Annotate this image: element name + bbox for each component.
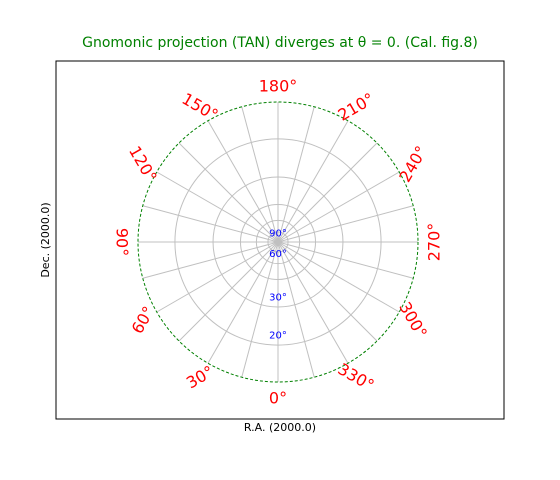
projection-boundary — [137, 101, 419, 383]
meridian-line — [277, 205, 414, 243]
parallel-circle — [212, 176, 344, 308]
ra-tick-label: 210° — [335, 89, 378, 125]
meridian-line — [142, 205, 279, 243]
ra-tick-label: 180° — [259, 77, 298, 96]
meridian-line — [277, 241, 414, 279]
meridian-line — [277, 241, 349, 364]
dec-tick-label: 20° — [269, 331, 287, 342]
y-axis-label: Dec. (2000.0) — [39, 202, 52, 277]
meridian-line — [156, 241, 279, 313]
ra-tick-label: 300° — [395, 299, 431, 342]
dec-tick-label: 30° — [269, 292, 287, 303]
ra-tick-label: 60° — [128, 303, 159, 337]
parallel-circle — [174, 138, 382, 346]
ra-tick-label: 150° — [179, 89, 222, 125]
plot-frame — [55, 60, 505, 420]
ra-tick-label: 0° — [269, 389, 287, 408]
dec-labels: 90° 60° 30° 20° — [269, 229, 287, 342]
meridian-line — [207, 120, 279, 243]
meridian-line — [277, 241, 315, 378]
dec-tick-label: 60° — [269, 249, 287, 260]
meridian-line — [277, 241, 400, 313]
ra-tick-label: 330° — [335, 359, 378, 395]
graticule — [137, 101, 419, 383]
meridian-line — [241, 106, 279, 243]
meridian-line — [277, 106, 315, 243]
meridian-line — [156, 171, 279, 243]
x-axis-label: R.A. (2000.0) — [244, 421, 316, 434]
meridian-line — [277, 142, 378, 243]
ra-tick-label: 240° — [395, 143, 431, 186]
parallel-circle — [255, 219, 301, 265]
ra-tick-label: 270° — [425, 223, 444, 262]
meridian-line — [277, 171, 400, 243]
parallel-circle — [267, 231, 289, 253]
meridian-line — [178, 142, 279, 243]
meridian-line — [142, 241, 279, 279]
ra-tick-label: 30° — [183, 362, 217, 393]
meridian-line — [178, 241, 279, 342]
ra-tick-label: 120° — [125, 143, 161, 186]
ra-tick-label: 90° — [113, 228, 132, 256]
meridian-line — [277, 120, 349, 243]
dec-tick-label: 90° — [269, 229, 287, 240]
chart-title: Gnomonic projection (TAN) diverges at θ … — [82, 35, 478, 51]
meridian-line — [207, 241, 279, 364]
meridian-line — [277, 241, 378, 342]
parallel-circle — [239, 203, 317, 281]
meridian-line — [241, 241, 279, 378]
